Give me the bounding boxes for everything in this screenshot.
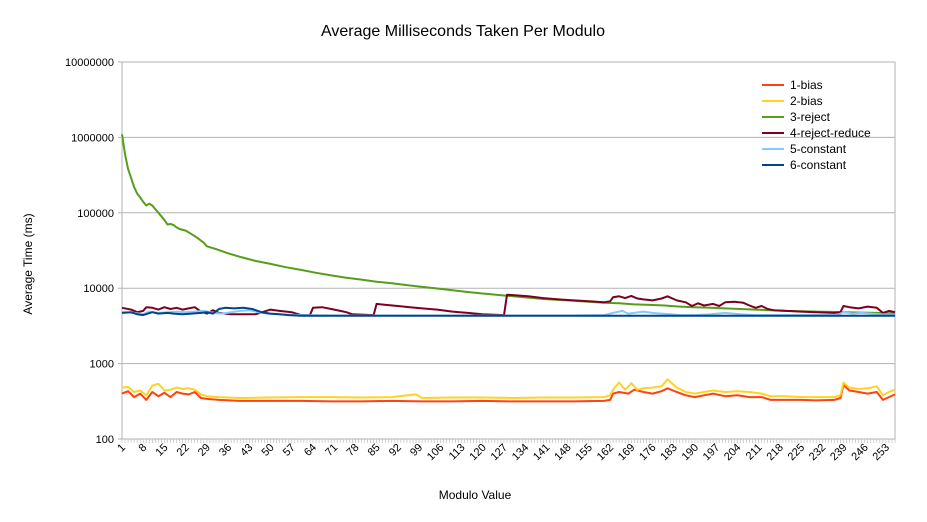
x-tick-label: 162 xyxy=(595,442,616,463)
gridlines xyxy=(122,61,895,440)
plot-frame xyxy=(121,61,896,440)
legend-label: 2-bias xyxy=(790,94,823,108)
x-tick-label: 64 xyxy=(302,442,319,459)
legend: 1-bias 2-bias 3-reject 4-reject-reduce 5-con… xyxy=(762,78,871,172)
x-tick-label: 85 xyxy=(366,442,383,459)
x-tick-label: 232 xyxy=(807,442,828,463)
series-line-3-reject xyxy=(121,134,896,315)
plot-area-border xyxy=(121,61,896,440)
x-tick-label: 134 xyxy=(510,442,531,463)
x-axis: 1 8 15 22 29 36 43 50 57 64 71 78 85 92 99 106 113 120 127… xyxy=(115,439,896,463)
x-tick-label: 71 xyxy=(323,442,340,459)
y-tick-label: 10000000 xyxy=(65,57,114,69)
series-line-1-bias xyxy=(121,384,896,403)
y-tick-label: 1000 xyxy=(90,359,114,371)
y-tick-label: 100 xyxy=(96,434,114,446)
x-tick-label: 211 xyxy=(744,442,765,463)
series-line-4-reject-reduce xyxy=(121,293,896,317)
x-tick-label: 106 xyxy=(425,442,446,463)
x-tick-label: 155 xyxy=(573,442,594,463)
x-tick-label: 113 xyxy=(447,442,468,463)
chart-title: Average Milliseconds Taken Per Modulo xyxy=(321,23,605,40)
x-tick-label: 8 xyxy=(137,442,150,455)
x-tick-label: 246 xyxy=(849,442,870,463)
x-tick-label: 148 xyxy=(552,442,573,463)
legend-label: 4-reject-reduce xyxy=(790,126,871,140)
x-tick-label: 253 xyxy=(871,442,892,463)
series-layer xyxy=(121,134,896,403)
legend-label: 5-constant xyxy=(790,142,847,156)
x-tick-label: 1 xyxy=(115,442,128,455)
y-tick-label: 1000000 xyxy=(71,132,114,144)
x-tick-label: 50 xyxy=(260,442,277,459)
x-tick-label: 176 xyxy=(637,442,658,463)
y-axis: 100 1000 10000 100000 1000000 10000000 xyxy=(65,57,122,446)
x-tick-label: 120 xyxy=(467,442,488,463)
x-axis-label: Modulo Value xyxy=(439,488,512,502)
x-tick-label: 190 xyxy=(680,442,701,463)
x-tick-label: 218 xyxy=(764,442,785,463)
x-tick-label: 57 xyxy=(281,442,298,459)
x-tick-label: 225 xyxy=(786,442,807,463)
x-tick-label: 197 xyxy=(701,442,722,463)
x-tick-label: 141 xyxy=(531,442,552,463)
legend-label: 1-bias xyxy=(790,78,823,92)
series-line-2-bias xyxy=(121,378,896,399)
x-tick-label: 29 xyxy=(196,442,213,459)
y-axis-label: Average Time (ms) xyxy=(21,213,35,314)
x-tick-label: 78 xyxy=(344,442,361,459)
x-tick-label: 92 xyxy=(387,442,404,459)
x-tick-label: 239 xyxy=(828,442,849,463)
y-tick-label: 10000 xyxy=(83,283,114,295)
series-line-6-constant xyxy=(121,306,895,317)
x-tick-label: 183 xyxy=(658,442,679,463)
x-tick-label: 36 xyxy=(217,442,234,459)
x-tick-label: 127 xyxy=(489,442,510,463)
x-tick-label: 15 xyxy=(153,442,170,459)
legend-label: 3-reject xyxy=(790,110,831,124)
x-tick-label: 169 xyxy=(616,442,637,463)
x-tick-label: 43 xyxy=(238,442,255,459)
x-tick-label: 204 xyxy=(722,442,743,463)
x-tick-label: 99 xyxy=(408,442,425,459)
x-tick-label: 22 xyxy=(175,442,192,459)
y-tick-label: 100000 xyxy=(77,208,114,220)
legend-label: 6-constant xyxy=(790,158,847,172)
